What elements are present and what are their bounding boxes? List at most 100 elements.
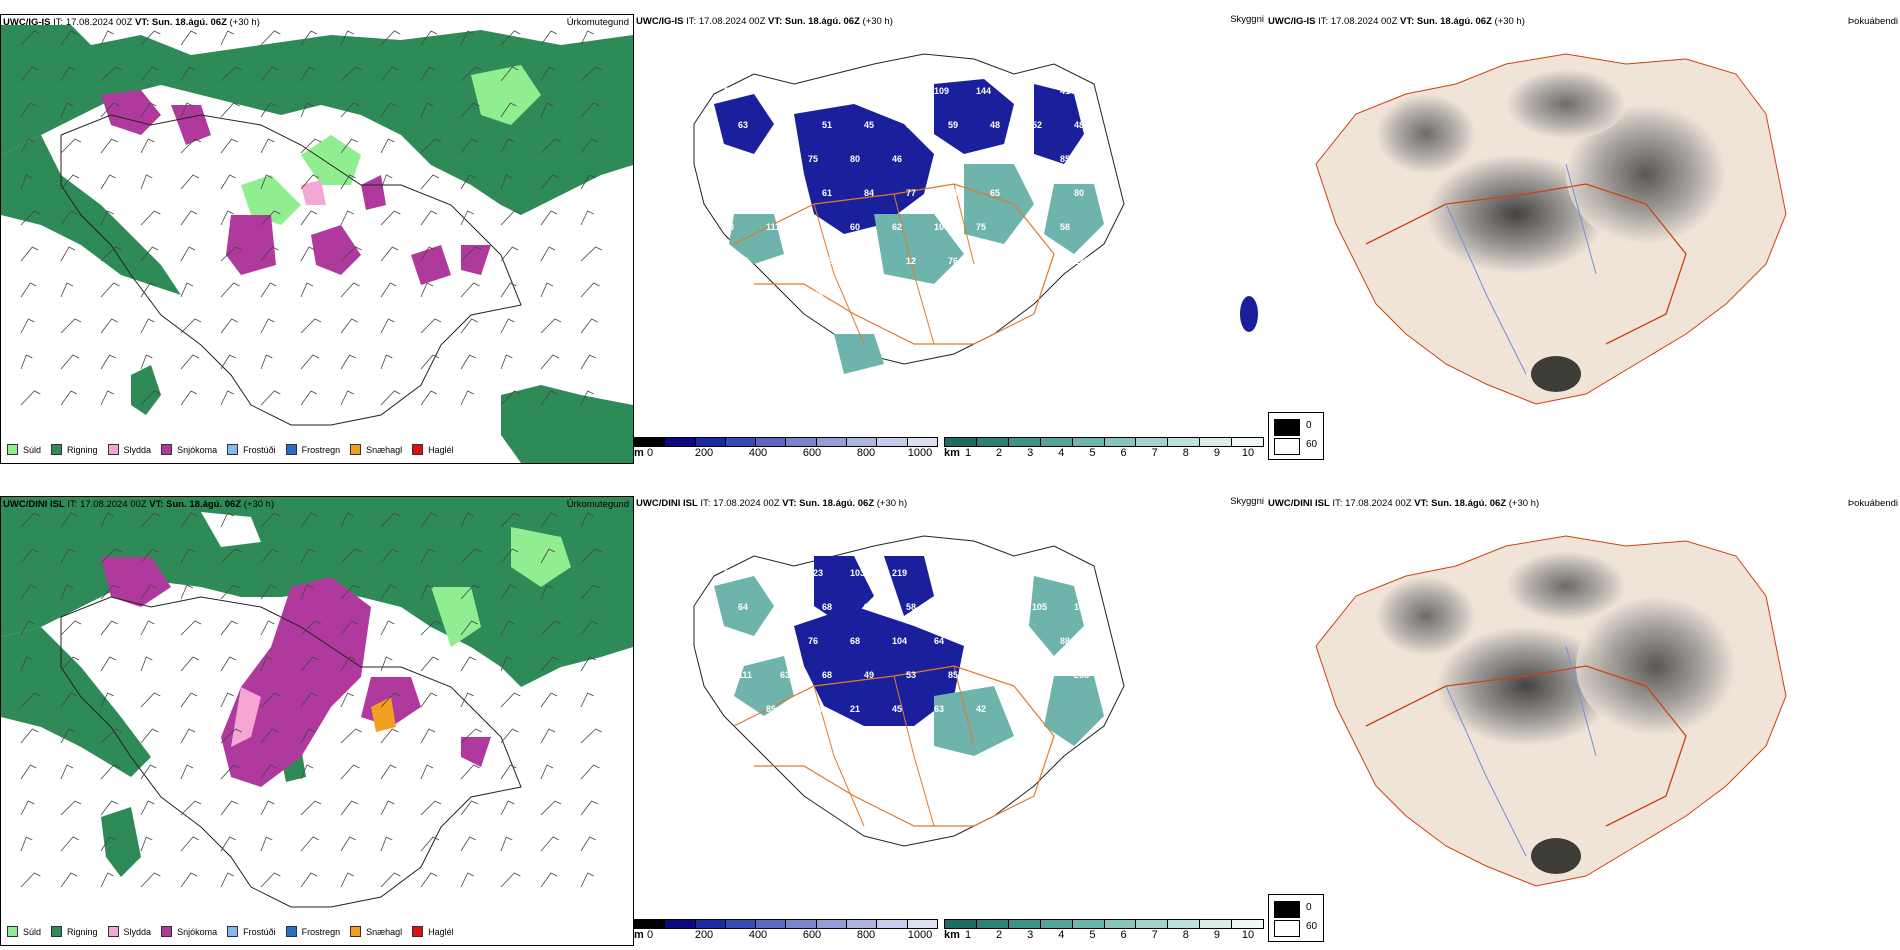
scale-tick-label: 7 xyxy=(1151,447,1158,459)
wind-barb xyxy=(300,548,316,564)
wind-barb xyxy=(220,872,234,888)
wind-barb xyxy=(340,512,354,528)
wind-barb xyxy=(100,728,122,744)
vt-value: Sun. 18.ágú. 06Z xyxy=(1431,498,1507,509)
scale-swatch xyxy=(847,920,878,928)
cloud-base-value: 113 xyxy=(808,704,823,714)
cloud-base-value: 65 xyxy=(990,188,1000,198)
wind-barb xyxy=(540,354,560,370)
cloud-base-value: 63 xyxy=(738,120,748,130)
cloud-base-value: 82 xyxy=(724,636,734,646)
scale-tick-label: 2 xyxy=(996,929,1003,941)
cloud-scale-m-bar xyxy=(634,919,938,929)
lead-time: (+30 h) xyxy=(243,499,275,510)
wind-barb xyxy=(340,30,354,46)
scale-unit-km: km xyxy=(944,447,960,459)
scale-swatch xyxy=(976,920,1009,928)
cloud-base-value: 64 xyxy=(934,636,944,646)
precip-legend-item: Slydda xyxy=(107,444,151,455)
fog-legend-black-swatch xyxy=(1274,419,1300,436)
wind-barb xyxy=(260,584,277,600)
scale-tick-label: 6 xyxy=(1120,929,1127,941)
scale-swatch xyxy=(1040,920,1073,928)
legend-label: Snæhagl xyxy=(366,444,403,455)
wind-barb xyxy=(260,548,279,564)
wind-barb xyxy=(300,138,322,154)
wind-barb xyxy=(380,656,393,672)
precip-legend-item: Frostregn xyxy=(285,444,340,455)
wind-barb xyxy=(260,210,281,226)
wind-barb xyxy=(420,764,434,780)
cloud-base-value: 85 xyxy=(780,120,790,130)
wind-barb xyxy=(460,656,476,672)
scale-swatch xyxy=(786,920,817,928)
wind-barb xyxy=(340,836,356,852)
wind-barb xyxy=(420,620,442,636)
scale-swatch xyxy=(695,438,726,446)
wind-barb xyxy=(220,548,242,564)
wind-barb xyxy=(500,728,519,744)
precip-legend-row1: Súld Rigning Slydda Snjókoma Frostúði Frostre… xyxy=(7,444,454,455)
wind-barb xyxy=(100,282,120,298)
cloud-base-value: 219 xyxy=(892,568,907,578)
wind-barb xyxy=(580,836,596,852)
cloud-panel-row1: 80 95 106 123 114 109 144 60 41 63 85 51 45 58 59 48 52 4… xyxy=(634,14,1266,464)
cloud-base-value: 80 xyxy=(1018,222,1028,232)
cloud-base-value: 141 xyxy=(1074,602,1089,612)
wind-barb xyxy=(500,246,519,262)
wind-barb xyxy=(100,102,120,118)
model-name: UWC/IG-IS xyxy=(636,16,684,27)
wind-barb xyxy=(540,548,556,564)
fog-map-row2 xyxy=(1315,535,1787,887)
cloud-base-value: 62 xyxy=(822,256,832,266)
scale-tick-label: 1 xyxy=(964,447,972,459)
cloud-base-value: 89 xyxy=(1032,256,1042,266)
scale-swatch xyxy=(1104,920,1137,928)
it-label: IT: xyxy=(686,16,697,27)
wind-barb xyxy=(100,246,122,262)
scale-swatch xyxy=(1104,438,1137,446)
cloud-base-value: 85 xyxy=(1060,154,1070,164)
legend-label: Slydda xyxy=(123,926,152,937)
wind-barb xyxy=(340,692,354,708)
scale-tick-label: 4 xyxy=(1058,447,1065,459)
corner-title: Þokuábendi xyxy=(1847,498,1898,509)
wind-barb xyxy=(20,282,37,298)
wind-barb xyxy=(540,872,558,888)
scale-tick-label: 200 xyxy=(694,929,714,941)
legend-label: Súld xyxy=(23,926,42,937)
wind-barb xyxy=(60,354,80,370)
wind-barb xyxy=(460,174,476,190)
legend-label: Frostúði xyxy=(243,444,276,455)
cloud-header-row1: UWC/IG-IS IT: 17.08.2024 00Z VT: Sun. 18… xyxy=(636,16,893,27)
wind-barb xyxy=(220,692,234,708)
it-label: IT: xyxy=(1318,16,1329,27)
wind-barb xyxy=(220,836,236,852)
cloud-scale-km-ticks: 1 2 3 4 5 6 7 8 9 10 xyxy=(964,447,1254,459)
scale-tick-label: 1000 xyxy=(907,447,933,459)
wind-barb xyxy=(140,728,159,744)
model-name: UWC/DINI ISL xyxy=(636,498,698,509)
scale-swatch xyxy=(1232,920,1264,928)
wind-barb xyxy=(60,728,76,744)
cloud-base-value: 76 xyxy=(948,256,958,266)
cloud-base-value: 68 xyxy=(850,636,860,646)
wind-barb xyxy=(100,390,114,406)
wind-barb xyxy=(260,102,277,118)
wind-barb xyxy=(580,512,594,528)
wind-barb xyxy=(260,246,279,262)
vt-label: VT: xyxy=(1414,498,1429,509)
wind-barb xyxy=(20,390,41,406)
precip-panel-row1: UWC/IG-IS IT: 17.08.2024 00Z VT: Sun. 18… xyxy=(0,14,634,464)
wind-barb xyxy=(540,174,560,190)
scale-swatch xyxy=(816,920,848,928)
wind-barb xyxy=(180,174,200,190)
wind-barb xyxy=(580,282,600,298)
cloud-base-value: 77 xyxy=(1032,188,1042,198)
wind-barb xyxy=(220,512,234,528)
wind-barb xyxy=(460,836,476,852)
wind-barb xyxy=(580,800,598,816)
scale-swatch xyxy=(1200,920,1233,928)
legend-label: Rigning xyxy=(67,444,98,455)
scale-tick-label: 400 xyxy=(748,929,768,941)
